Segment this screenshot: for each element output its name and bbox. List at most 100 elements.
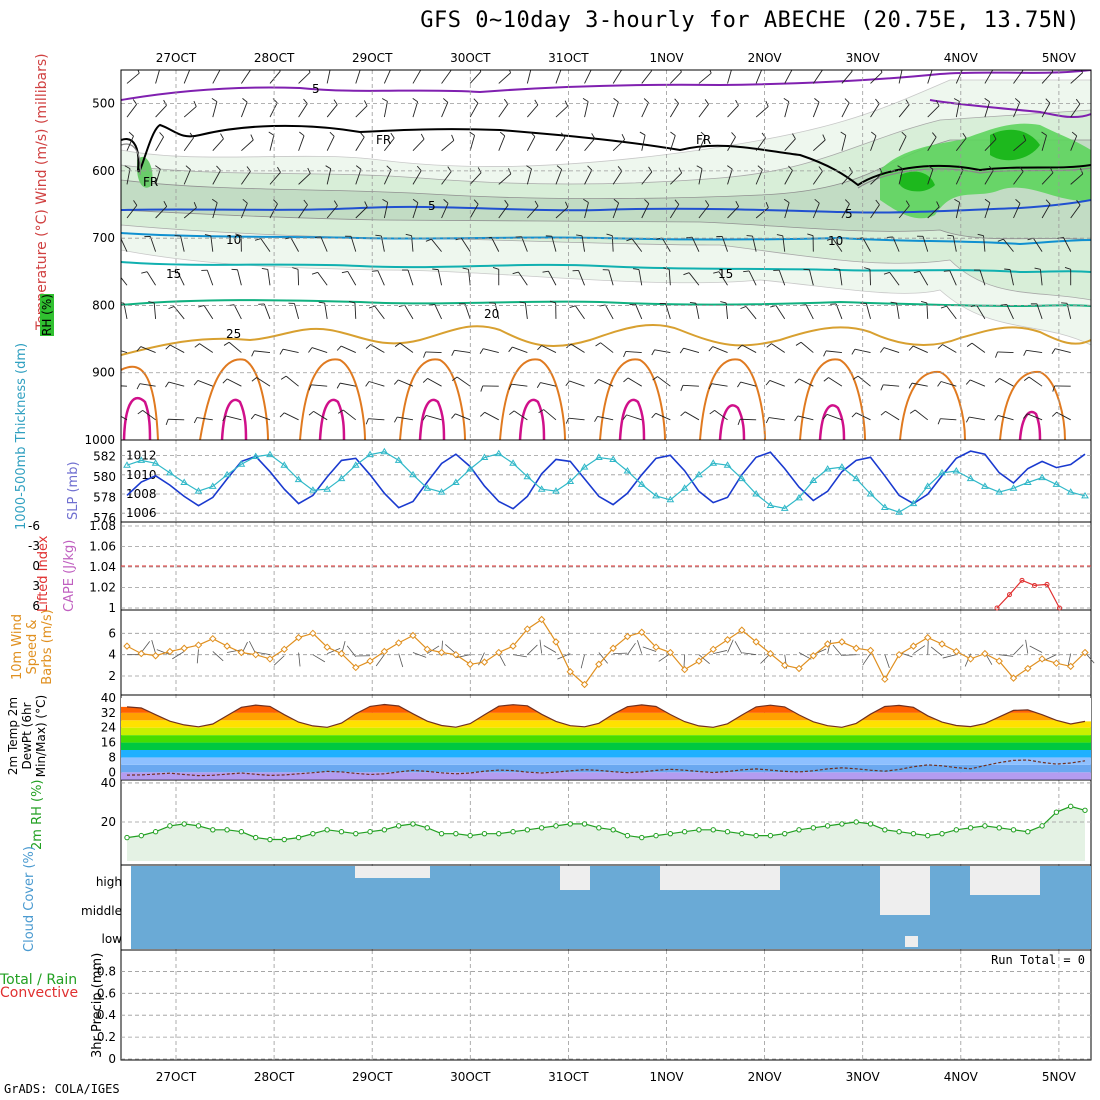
upper-barb-flag — [336, 382, 341, 389]
upper-barb-flag — [442, 98, 449, 103]
upper-barb-shaft — [883, 384, 900, 387]
upper-barb-flag — [371, 270, 378, 272]
upper-barb-flag — [1023, 350, 1027, 356]
upper-barb-flag — [534, 99, 539, 106]
rh-marker — [1010, 827, 1017, 833]
rh-marker — [124, 834, 130, 841]
upper-barb-shaft — [568, 417, 585, 421]
upper-barb-flag — [504, 199, 509, 206]
upper-barb-shaft — [1070, 103, 1081, 118]
upper-barb-shaft — [241, 139, 254, 152]
upper-barb-flag — [623, 377, 629, 383]
upper-barb-shaft — [469, 172, 482, 185]
upper-barb-shaft — [197, 380, 213, 387]
rh-marker — [1068, 803, 1074, 810]
wind-speed-marker — [781, 661, 789, 670]
upper-barb-flag — [626, 238, 633, 242]
wind-tick-label: 2 — [108, 669, 116, 683]
upper-barb-shaft — [155, 168, 161, 185]
upper-barb-shaft — [298, 204, 308, 219]
upper-barb-shaft — [775, 305, 786, 320]
upper-barb-flag — [848, 166, 853, 173]
upper-barb-flag — [814, 198, 820, 204]
temp-band — [121, 720, 1091, 728]
upper-barb-shaft — [1070, 135, 1078, 151]
upper-barb-flag — [1041, 131, 1047, 136]
slp-tick-label: 1008 — [126, 487, 157, 501]
temp-tick-label: 32 — [101, 706, 116, 720]
upper-barb-shaft — [889, 272, 900, 286]
wind-speed-marker — [1081, 648, 1089, 657]
upper-barb-shaft — [126, 72, 140, 84]
upper-barb-flag — [333, 99, 338, 105]
upper-barb-flag — [613, 198, 619, 204]
rh-marker — [238, 829, 245, 835]
upper-barb-flag — [1071, 131, 1077, 137]
wind-speed-marker — [209, 634, 217, 643]
upper-barb-shaft — [461, 237, 471, 252]
slp-tick-label: 1006 — [126, 506, 157, 520]
upper-barb-flag — [109, 385, 111, 391]
upper-barb-flag — [365, 381, 370, 387]
upper-barb-shaft — [121, 385, 128, 387]
wind-speed-marker — [752, 638, 760, 646]
upper-barb-shaft — [778, 270, 786, 286]
upper-barb-flag — [443, 199, 449, 204]
upper-barb-flag — [757, 165, 763, 170]
upper-barb-shaft — [870, 173, 883, 185]
date-label-top: 30OCT — [450, 51, 491, 65]
slp-marker — [194, 487, 203, 494]
upper-barb-shaft — [752, 235, 757, 252]
upper-barb-shaft — [355, 169, 362, 185]
upper-barb-flag — [606, 233, 613, 237]
rh-marker — [925, 832, 931, 839]
upper-barb-flag — [731, 132, 736, 138]
wind-speed-marker — [123, 642, 131, 650]
grads-credit: GrADS: COLA/IGES — [4, 1082, 120, 1096]
rh-marker — [324, 827, 330, 833]
upper-barb-shaft — [155, 136, 164, 151]
precip-panel: 0 0.2 0.4 0.6 0.8 Run Total = 0 — [97, 953, 1091, 1066]
upper-barb-flag — [307, 167, 311, 174]
upper-barb-shaft — [984, 138, 997, 152]
upper-barb-shaft — [425, 351, 442, 353]
upper-barb-flag — [823, 350, 827, 357]
upper-barb-shaft — [832, 238, 843, 252]
upper-barb-flag — [844, 98, 850, 104]
upper-barb-flag — [648, 166, 653, 173]
upper-barb-shaft — [755, 169, 763, 185]
panel-frame-wind — [120, 609, 1092, 696]
rh-marker — [524, 827, 531, 833]
upper-barb-shaft — [835, 303, 843, 320]
temp-mask — [121, 698, 1091, 728]
upper-barb-flag — [735, 200, 740, 207]
upper-barb-flag — [155, 165, 161, 170]
wind-speed-marker — [509, 642, 517, 650]
upper-barb-flag — [766, 343, 772, 348]
upper-barb-shaft — [297, 269, 300, 286]
wind10-barb — [842, 654, 857, 656]
upper-barb-shaft — [121, 415, 128, 421]
wind-speed-marker — [895, 650, 903, 659]
upper-barb-flag — [613, 97, 619, 103]
upper-barb-flag — [696, 165, 703, 170]
upper-barb-flag — [318, 301, 325, 304]
slp-marker — [652, 491, 660, 499]
wind-speed-marker — [1009, 674, 1018, 682]
wind-speed-marker — [766, 649, 775, 658]
cloud-gap — [880, 866, 930, 915]
upper-barb-shaft — [139, 383, 156, 387]
wind10-barb — [913, 645, 926, 654]
upper-barb-flag — [165, 381, 170, 388]
upper-barb-flag — [112, 273, 118, 275]
upper-barb-flag — [251, 350, 255, 357]
slp-marker — [866, 490, 875, 497]
upper-barb-flag — [222, 378, 228, 384]
upper-barb-flag — [564, 100, 569, 107]
upper-barb-shaft — [979, 269, 986, 286]
upper-barb-shaft — [898, 205, 910, 219]
upper-barb-shaft — [721, 236, 728, 252]
panel-frame-thick — [120, 439, 1092, 523]
wind-speed-marker — [809, 652, 818, 660]
upper-barb-flag — [417, 65, 421, 69]
